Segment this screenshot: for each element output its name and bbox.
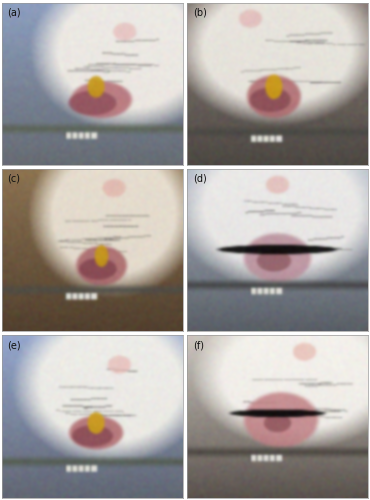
Text: (d): (d) bbox=[193, 174, 206, 184]
Text: (c): (c) bbox=[7, 174, 20, 184]
Text: (b): (b) bbox=[193, 8, 206, 18]
Text: (e): (e) bbox=[7, 340, 21, 350]
Text: (f): (f) bbox=[193, 340, 204, 350]
Text: (a): (a) bbox=[7, 8, 21, 18]
